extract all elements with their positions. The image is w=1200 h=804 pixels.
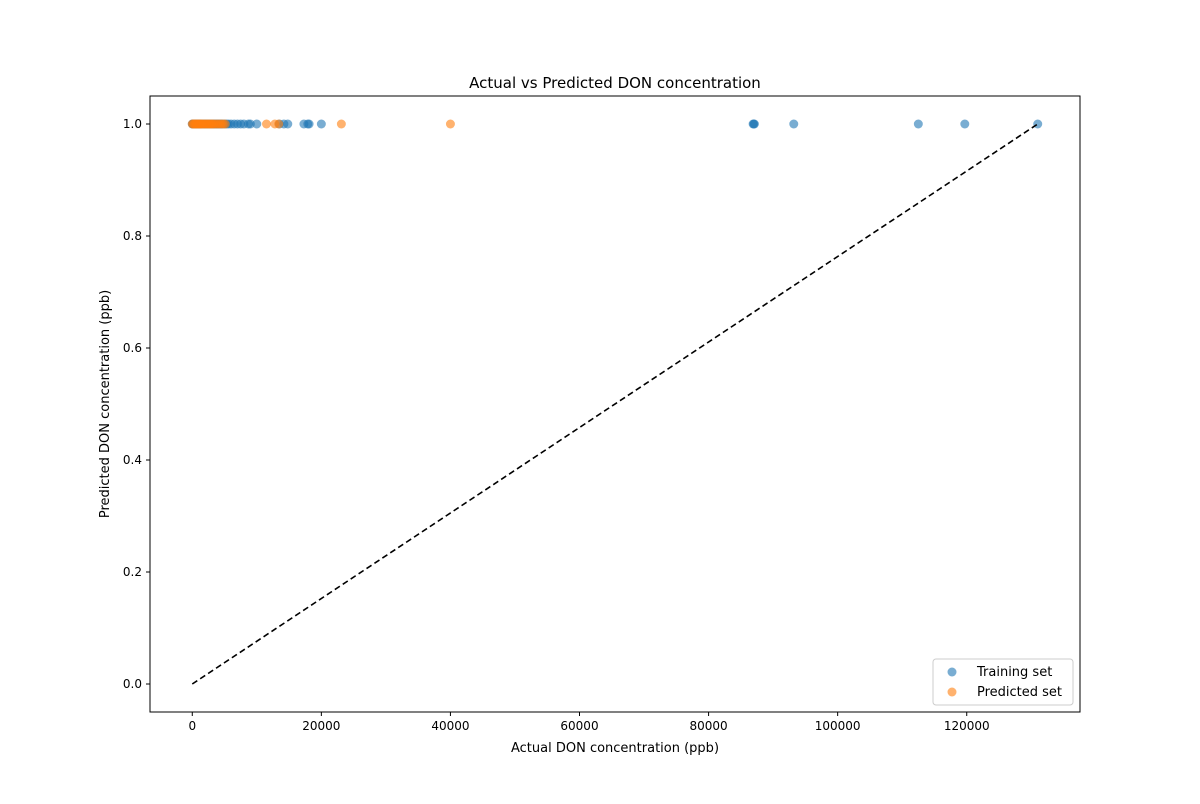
x-axis: 0 20000 40000 60000 80000 100000 120000: [188, 712, 990, 733]
legend-marker-predicted-set: [947, 687, 957, 697]
legend-label-training-set: Training set: [976, 665, 1052, 680]
data-point: [316, 119, 326, 129]
data-point: [252, 119, 262, 129]
legend-label-predicted-set: Predicted set: [977, 685, 1062, 700]
x-tick-label: 100000: [815, 719, 861, 733]
x-axis-label: Actual DON concentration (ppb): [511, 741, 719, 756]
data-point: [960, 119, 970, 129]
chart-title: Actual vs Predicted DON concentration: [469, 74, 761, 92]
y-tick-label: 0.2: [123, 565, 142, 579]
y-tick-label: 0.8: [123, 229, 142, 243]
data-point: [283, 119, 293, 129]
data-point: [304, 119, 314, 129]
data-point: [1033, 119, 1043, 129]
x-tick-label: 60000: [560, 719, 598, 733]
x-tick-label: 0: [188, 719, 196, 733]
data-point: [274, 119, 284, 129]
data-point: [749, 119, 759, 129]
reference-line: [191, 123, 1039, 685]
series-1: [187, 119, 455, 129]
y-tick-label: 0.4: [123, 453, 142, 467]
plot-area: [187, 119, 1043, 685]
legend-marker-training-set: [947, 667, 957, 677]
legend-box: [932, 658, 1074, 706]
y-tick-label: 0.0: [123, 677, 142, 691]
data-point: [445, 119, 455, 129]
data-point: [336, 119, 346, 129]
x-tick-label: 80000: [689, 719, 727, 733]
y-tick-label: 1.0: [123, 117, 142, 131]
x-tick-label: 120000: [944, 719, 990, 733]
legend: Training set Predicted set: [932, 658, 1074, 706]
data-point: [220, 119, 230, 129]
y-axis: 0.0 0.2 0.4 0.6 0.8 1.0: [123, 117, 150, 691]
y-axis-label: Predicted DON concentration (ppb): [98, 290, 113, 518]
data-point: [261, 119, 271, 129]
y-tick-label: 0.6: [123, 341, 142, 355]
data-point: [913, 119, 923, 129]
plot-frame: [149, 95, 1081, 713]
x-tick-label: 40000: [431, 719, 469, 733]
data-point: [789, 119, 799, 129]
x-tick-label: 20000: [302, 719, 340, 733]
data-point: [245, 119, 255, 129]
